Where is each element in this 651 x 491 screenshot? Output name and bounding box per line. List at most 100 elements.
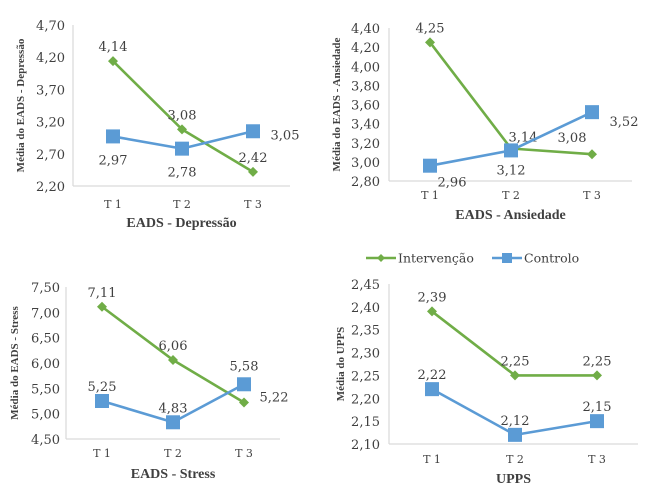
y-axis-title: Média do EADS - Stress bbox=[9, 306, 21, 420]
square-marker bbox=[504, 143, 518, 158]
square-marker bbox=[585, 105, 599, 120]
data-label: 7,11 bbox=[88, 286, 117, 301]
diamond-marker bbox=[427, 306, 437, 317]
y-tick-label: 4,50 bbox=[31, 433, 60, 448]
y-tick-label: 4,00 bbox=[351, 60, 380, 75]
chart-eads-ansiedade: 4,40 4,20 4,00 3,80 3,60 3,40 3,20 3,00 2,80 T 1 T… bbox=[331, 21, 638, 223]
y-tick-label: 4,40 bbox=[351, 22, 380, 37]
x-tick-label: T 2 bbox=[173, 198, 191, 211]
y-axis-title: Média do UPPS bbox=[335, 327, 347, 402]
y-tick-label: 3,20 bbox=[36, 116, 65, 131]
y-tick-label: 3,70 bbox=[36, 83, 65, 98]
x-tick-label: T 1 bbox=[421, 189, 439, 202]
x-tick-label: T 1 bbox=[423, 453, 441, 466]
y-tick-label: 6,50 bbox=[31, 332, 60, 347]
data-label: 2,39 bbox=[418, 290, 447, 305]
y-tick-label: 3,20 bbox=[351, 137, 380, 152]
square-marker bbox=[423, 158, 437, 173]
data-label: 3,52 bbox=[610, 115, 639, 130]
diamond-marker bbox=[168, 354, 178, 365]
diamond-marker bbox=[97, 301, 107, 312]
y-tick-label: 2,45 bbox=[351, 278, 380, 293]
x-axis-title: UPPS bbox=[496, 472, 531, 487]
chart-eads-stress: 7,50 7,00 6,50 6,00 5,50 5,00 4,50 T 1 T 2 T 3 EAD… bbox=[9, 281, 288, 482]
x-tick-label: T 3 bbox=[244, 198, 262, 211]
y-tick-label: 7,50 bbox=[31, 281, 60, 296]
data-label: 6,06 bbox=[159, 339, 188, 354]
x-axis-title: EADS - Depressão bbox=[126, 216, 236, 231]
series-intervencao: 4,14 3,08 2,42 bbox=[99, 40, 268, 177]
series-intervencao: 4,25 3,14 3,08 bbox=[416, 21, 597, 160]
y-tick-label: 3,40 bbox=[351, 118, 380, 133]
diamond-marker bbox=[587, 149, 597, 160]
y-axis-title: Média do EADS - Depressão bbox=[15, 38, 27, 172]
x-tick-label: T 1 bbox=[104, 198, 122, 211]
data-label: 5,58 bbox=[230, 359, 259, 374]
series-controlo: 2,97 2,78 3,05 bbox=[99, 124, 300, 181]
data-label: 4,25 bbox=[416, 21, 445, 36]
x-tick-label: T 1 bbox=[93, 447, 111, 460]
data-label: 4,14 bbox=[99, 40, 128, 55]
square-marker bbox=[425, 382, 439, 397]
x-tick-label: T 2 bbox=[502, 189, 520, 202]
y-tick-label: 2,70 bbox=[36, 148, 65, 163]
data-label: 2,78 bbox=[168, 166, 197, 181]
data-label: 2,42 bbox=[239, 151, 268, 166]
data-label: 3,08 bbox=[168, 108, 197, 123]
square-marker bbox=[95, 394, 109, 408]
y-tick-label: 2,15 bbox=[351, 415, 380, 430]
legend: Intervenção Controlo bbox=[366, 251, 579, 266]
data-label: 2,22 bbox=[418, 368, 447, 383]
y-tick-label: 2,80 bbox=[351, 175, 380, 190]
y-tick-label: 2,25 bbox=[351, 369, 380, 384]
legend-item-controlo: Controlo bbox=[492, 251, 579, 266]
y-tick-label: 3,60 bbox=[351, 99, 380, 114]
y-tick-label: 3,00 bbox=[351, 156, 380, 171]
series-controlo: 2,96 3,12 3,52 bbox=[423, 105, 638, 191]
data-label: 3,12 bbox=[497, 163, 526, 178]
data-label: 5,22 bbox=[260, 391, 289, 406]
diamond-marker-icon bbox=[377, 254, 385, 262]
data-label: 2,25 bbox=[501, 354, 530, 369]
square-marker-icon bbox=[502, 253, 512, 263]
data-label: 3,05 bbox=[271, 128, 300, 143]
data-label: 5,25 bbox=[88, 380, 117, 395]
square-marker bbox=[175, 141, 189, 156]
square-marker bbox=[237, 377, 251, 392]
x-tick-label: T 3 bbox=[235, 447, 253, 460]
x-tick-label: T 3 bbox=[583, 189, 601, 202]
data-label: 2,25 bbox=[583, 354, 612, 369]
y-tick-label: 4,20 bbox=[36, 51, 65, 66]
y-tick-label: 2,35 bbox=[351, 324, 380, 339]
y-tick-label: 2,30 bbox=[351, 347, 380, 362]
x-axis-title: EADS - Ansiedade bbox=[455, 208, 565, 223]
data-label: 2,96 bbox=[438, 176, 467, 191]
series-controlo: 5,25 4,83 5,58 bbox=[88, 359, 259, 430]
data-label: 4,83 bbox=[159, 401, 188, 416]
legend-label: Controlo bbox=[524, 251, 579, 266]
legend-label: Intervenção bbox=[398, 251, 474, 266]
square-marker bbox=[590, 414, 604, 429]
square-marker bbox=[246, 124, 260, 139]
data-label: 2,15 bbox=[583, 400, 612, 415]
data-label: 3,08 bbox=[558, 131, 587, 146]
diamond-marker bbox=[592, 370, 602, 381]
y-tick-label: 2,40 bbox=[351, 301, 380, 316]
series-controlo: 2,22 2,12 2,15 bbox=[418, 368, 612, 442]
y-tick-label: 4,20 bbox=[351, 41, 380, 56]
data-label: 2,97 bbox=[99, 153, 128, 168]
y-tick-label: 4,70 bbox=[36, 19, 65, 34]
y-tick-label: 2,20 bbox=[351, 392, 380, 407]
diamond-marker bbox=[239, 397, 249, 408]
square-marker bbox=[508, 427, 522, 442]
square-marker bbox=[166, 415, 180, 430]
diamond-marker bbox=[425, 37, 435, 48]
y-tick-label: 7,00 bbox=[31, 306, 60, 321]
x-tick-label: T 3 bbox=[588, 453, 606, 466]
series-intervencao: 2,39 2,25 2,25 bbox=[418, 290, 612, 381]
y-tick-label: 2,20 bbox=[36, 180, 65, 195]
diamond-marker bbox=[108, 56, 118, 67]
x-tick-label: T 2 bbox=[506, 453, 524, 466]
y-tick-label: 3,80 bbox=[351, 79, 380, 94]
